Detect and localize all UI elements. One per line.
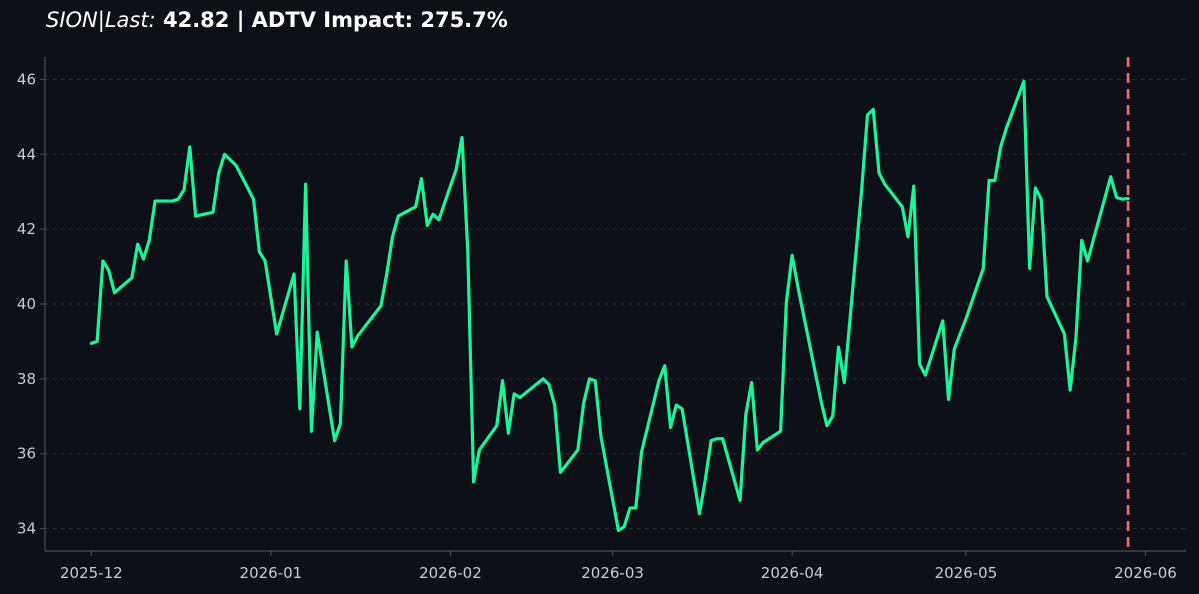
y-tick-label: 40	[17, 295, 36, 313]
y-tick-label: 38	[17, 370, 36, 388]
x-tick-label: 2026-06	[1114, 564, 1177, 582]
x-tick-label: 2026-01	[240, 564, 303, 582]
y-tick-label: 42	[17, 220, 36, 238]
price-series-line	[89, 79, 1130, 533]
y-tick-label: 34	[17, 520, 36, 538]
y-tick-label: 36	[17, 445, 36, 463]
x-tick-label: 2026-03	[581, 564, 644, 582]
x-tick-label: 2026-04	[761, 564, 824, 582]
x-tick-label: 2026-05	[935, 564, 998, 582]
x-tick-label: 2025-12	[60, 564, 123, 582]
y-tick-label: 46	[17, 70, 36, 88]
x-tick-label: 2026-02	[419, 564, 482, 582]
title-values: 42.82 | ADTV Impact: 275.7%	[155, 8, 508, 32]
title-ticker: SION|Last:	[46, 8, 156, 32]
chart-title: SION|Last: 42.82 | ADTV Impact: 275.7%	[46, 8, 508, 32]
y-tick-label: 44	[17, 145, 36, 163]
